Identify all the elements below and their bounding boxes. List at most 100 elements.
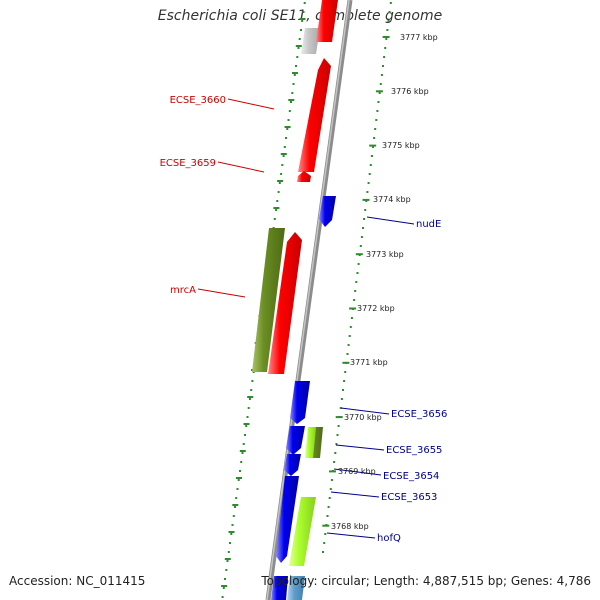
scale-dot xyxy=(378,92,381,94)
scale-dot xyxy=(285,137,287,139)
scale-dot xyxy=(286,128,289,130)
scale-dot xyxy=(388,11,391,13)
scale-tick xyxy=(280,153,287,155)
gene-grey-top xyxy=(301,28,320,54)
scale-dot xyxy=(245,425,248,427)
genome-backbone xyxy=(265,0,353,600)
scale-dot xyxy=(383,56,386,58)
scale-tick xyxy=(284,126,291,128)
scale-dot xyxy=(293,74,296,76)
scale-dot xyxy=(280,173,283,175)
scale-dot xyxy=(303,2,306,4)
scale-tick-major xyxy=(362,198,370,201)
scale-dot xyxy=(344,371,347,373)
gene-hofq xyxy=(289,497,316,566)
topology-text: Topology: circular; Length: 4,887,515 bp… xyxy=(261,574,591,588)
scale-dot xyxy=(323,542,326,544)
gene-labels: ECSE_3660 ECSE_3659 mrcA nudE ECSE_3656 … xyxy=(160,95,448,544)
scale-dot xyxy=(278,182,281,184)
scale-dot xyxy=(374,128,377,130)
scale-dot xyxy=(287,119,290,121)
scale-dot xyxy=(357,263,360,265)
scale-dot xyxy=(328,497,331,499)
scale-dot xyxy=(359,245,362,247)
scale-dot xyxy=(327,506,330,508)
scale-tick xyxy=(232,504,239,506)
scale-dot xyxy=(342,389,344,391)
scale-tick xyxy=(288,99,295,101)
scale-dot xyxy=(241,452,244,454)
scale-dot xyxy=(369,164,372,166)
scale-tick xyxy=(299,18,306,20)
scale-dot xyxy=(275,209,278,211)
scale-dot xyxy=(362,227,364,229)
scale-dot xyxy=(343,380,346,382)
scale-dot xyxy=(333,461,336,463)
scale-dot xyxy=(322,551,324,553)
scale-dot xyxy=(234,506,236,508)
gene-label-ecse-3655: ECSE_3655 xyxy=(386,445,442,456)
scale-dot xyxy=(346,353,349,355)
scale-dot xyxy=(347,344,350,346)
scale-dot xyxy=(226,560,229,562)
scale-dot xyxy=(244,434,246,436)
scale-dot xyxy=(250,389,253,391)
scale-dot xyxy=(276,200,279,202)
scale-tick xyxy=(236,477,242,479)
scale-label-3768: 3768 kbp xyxy=(331,522,369,531)
scale-dot xyxy=(297,47,300,49)
scale-dot xyxy=(229,542,231,544)
scale-dot xyxy=(364,209,367,211)
gene-ecse-3656 xyxy=(290,381,310,424)
scale-dot xyxy=(366,191,369,193)
scale-tick-major xyxy=(382,36,390,38)
scale-dot xyxy=(350,317,353,319)
scale-dot xyxy=(326,515,329,517)
genome-backbone-highlight xyxy=(266,0,350,600)
scale-dot xyxy=(236,488,239,490)
gene-label-ecse-3659: ECSE_3659 xyxy=(160,158,216,169)
scale-dot xyxy=(337,425,340,427)
scale-dot xyxy=(363,218,366,220)
scale-dot xyxy=(376,110,379,112)
scale-tick-major xyxy=(369,144,377,147)
scale-label-3775: 3775 kbp xyxy=(382,141,420,150)
gene-ecse-3655 xyxy=(286,426,305,455)
scale-label-3770: 3770 kbp xyxy=(344,413,382,422)
scale-label-3773: 3773 kbp xyxy=(366,250,404,259)
scale-tick-major xyxy=(342,361,350,364)
scale-dot xyxy=(339,407,342,409)
leader-mrca xyxy=(197,288,246,298)
scale-tick xyxy=(239,450,246,452)
gene-nude xyxy=(319,196,336,227)
scale-tick-major xyxy=(335,416,343,419)
gene-ecse-3653 xyxy=(276,476,299,563)
scale-tick xyxy=(292,72,298,74)
scale-dot xyxy=(247,407,250,409)
scale-tick xyxy=(273,207,280,209)
gene-label-nude: nudE xyxy=(416,219,441,230)
scale-dot xyxy=(227,551,230,553)
gene-label-ecse-3660: ECSE_3660 xyxy=(170,95,226,106)
gene-label-mrca: mrcA xyxy=(170,285,196,296)
scale-dot xyxy=(225,569,228,571)
scale-label-3774: 3774 kbp xyxy=(373,195,411,204)
gene-ecse-3655-lime xyxy=(305,427,316,458)
scale-dot xyxy=(273,218,276,220)
label-leaders xyxy=(197,98,415,539)
scale-dot xyxy=(221,596,224,598)
gene-label-hofq: hofQ xyxy=(377,533,401,544)
scale-dot xyxy=(354,290,357,292)
scale-dot xyxy=(300,29,302,31)
scale-tick xyxy=(228,531,235,533)
scale-dot xyxy=(330,479,333,481)
gene-label-ecse-3653: ECSE_3653 xyxy=(381,492,437,503)
leader-ecse-3656 xyxy=(340,407,390,415)
scale-label-3776: 3776 kbp xyxy=(391,87,429,96)
gene-label-ecse-3654: ECSE_3654 xyxy=(383,471,439,482)
scale-dot xyxy=(329,488,332,490)
scale-dot xyxy=(373,137,376,139)
scale-dot xyxy=(367,182,370,184)
leader-ecse-3660 xyxy=(227,98,275,110)
